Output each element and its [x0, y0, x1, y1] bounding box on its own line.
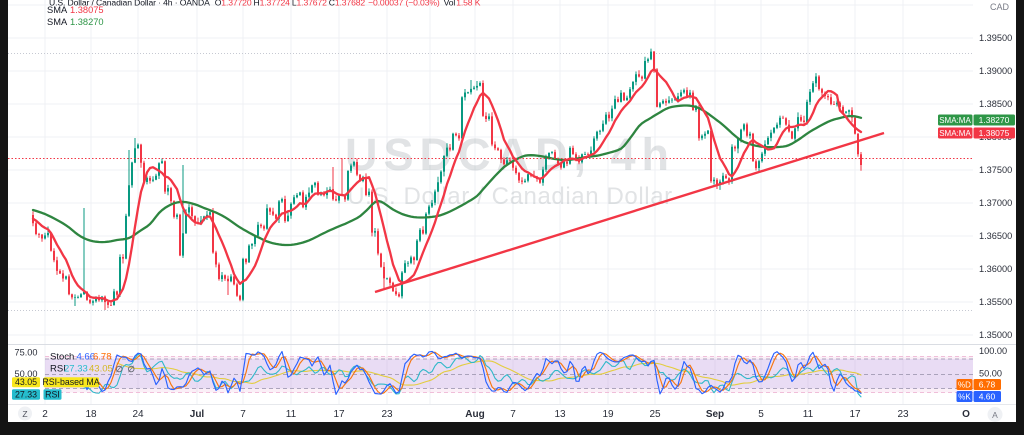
svg-text:Jul: Jul [190, 409, 205, 420]
svg-text:1.36000: 1.36000 [979, 264, 1012, 274]
svg-text:7: 7 [510, 409, 516, 420]
svg-text:O: O [962, 409, 970, 420]
svg-text:RSI: RSI [50, 364, 66, 375]
svg-text:43.05: 43.05 [89, 364, 113, 375]
svg-text:27.33: 27.33 [64, 364, 88, 375]
svg-text:19: 19 [602, 409, 614, 420]
svg-text:7: 7 [240, 409, 246, 420]
svg-text:U.S. Dollar / Canadian Dollar: U.S. Dollar / Canadian Dollar [347, 183, 673, 210]
svg-text:1.38075: 1.38075 [70, 5, 104, 15]
svg-text:Sep: Sep [706, 409, 724, 420]
svg-text:6.78: 6.78 [93, 352, 112, 363]
svg-text:43.05: 43.05 [15, 377, 37, 387]
svg-text:1.39500: 1.39500 [979, 33, 1012, 43]
svg-text:CAD: CAD [990, 2, 1010, 12]
svg-text:∅: ∅ [116, 364, 124, 374]
svg-text:100.00: 100.00 [979, 346, 1007, 356]
svg-text:1.37500: 1.37500 [979, 165, 1012, 175]
svg-text:1.37000: 1.37000 [979, 198, 1012, 208]
svg-text:1.38270: 1.38270 [70, 17, 104, 27]
svg-text:SMA:MA: SMA:MA [939, 129, 971, 138]
svg-text:2: 2 [42, 409, 48, 420]
svg-text:U.S. Dollar / Canadian Dollar: U.S. Dollar / Canadian Dollar · 4h · OAN… [49, 0, 481, 8]
svg-text:∅: ∅ [128, 364, 136, 374]
svg-text:SMA: SMA [47, 17, 68, 27]
svg-text:75.00: 75.00 [15, 348, 38, 358]
svg-text:17: 17 [333, 409, 345, 420]
svg-text:%K: %K [958, 393, 971, 402]
svg-text:A: A [992, 410, 998, 420]
svg-text:1.36500: 1.36500 [979, 231, 1012, 241]
svg-text:1.39000: 1.39000 [979, 66, 1012, 76]
svg-text:SMA:MA: SMA:MA [939, 116, 971, 125]
svg-text:1.38500: 1.38500 [979, 99, 1012, 109]
svg-text:18: 18 [85, 409, 97, 420]
svg-text:4.60: 4.60 [979, 392, 996, 402]
svg-text:23: 23 [381, 409, 393, 420]
svg-text:Stoch: Stoch [50, 352, 74, 363]
svg-text:1.38075: 1.38075 [979, 128, 1010, 138]
svg-text:1.38270: 1.38270 [979, 115, 1010, 125]
svg-text:11: 11 [286, 409, 297, 420]
svg-text:25: 25 [649, 409, 661, 420]
svg-text:%D: %D [958, 381, 971, 390]
svg-text:1.35500: 1.35500 [979, 297, 1012, 307]
svg-text:6.78: 6.78 [979, 380, 996, 390]
svg-text:RSI-based MA: RSI-based MA [42, 377, 99, 387]
svg-text:50.00: 50.00 [979, 369, 1002, 379]
svg-text:SMA: SMA [47, 5, 68, 15]
svg-text:24: 24 [132, 409, 144, 420]
svg-text:27.33: 27.33 [15, 389, 37, 399]
svg-text:Aug: Aug [465, 409, 484, 420]
svg-text:50.00: 50.00 [15, 369, 38, 379]
svg-text:1.35000: 1.35000 [979, 330, 1012, 340]
svg-text:RSI: RSI [45, 389, 60, 399]
svg-text:13: 13 [554, 409, 566, 420]
svg-text:4.66: 4.66 [77, 352, 96, 363]
svg-text:11: 11 [803, 409, 814, 420]
svg-text:5: 5 [758, 409, 764, 420]
svg-text:Z: Z [22, 409, 27, 419]
svg-text:23: 23 [897, 409, 909, 420]
svg-text:USDCAD, 4h: USDCAD, 4h [345, 129, 675, 180]
svg-text:17: 17 [849, 409, 861, 420]
